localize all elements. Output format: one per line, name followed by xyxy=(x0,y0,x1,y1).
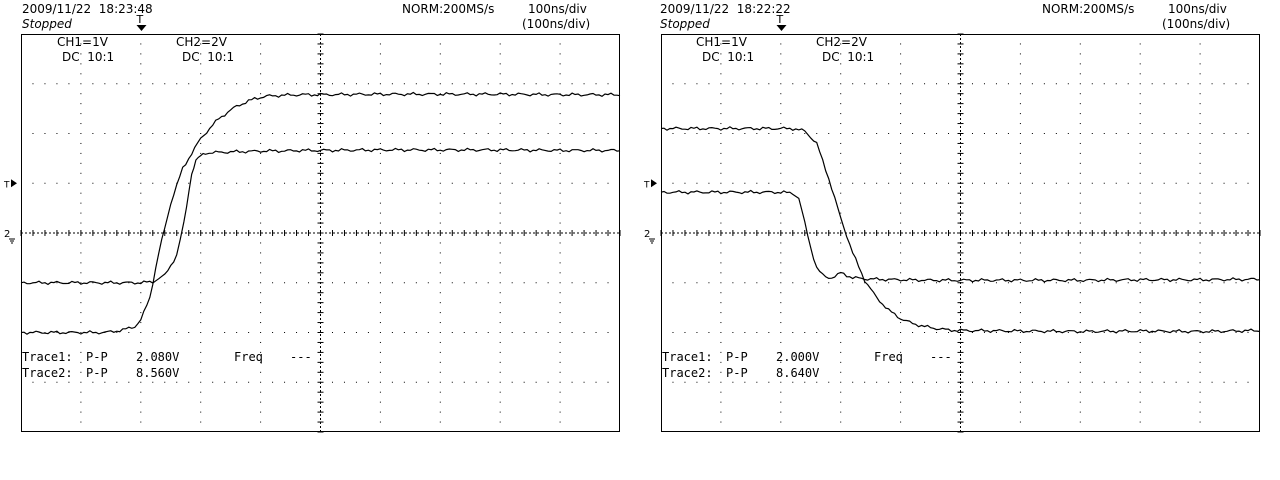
status: Stopped xyxy=(22,17,72,31)
center-axes xyxy=(20,33,621,433)
ch1-scale: CH1=1V xyxy=(696,35,747,49)
trigger-level-marker: T xyxy=(3,180,10,190)
freq-value: --- xyxy=(290,350,312,364)
ground-marker: 2 xyxy=(4,229,10,240)
ch1-coupling: DC 10:1 xyxy=(702,50,755,64)
trace1-value: 2.000V xyxy=(776,350,820,364)
trace1-value: 2.080V xyxy=(136,350,180,364)
trace1-label: Trace1: xyxy=(662,350,713,364)
trace-1 xyxy=(20,147,621,286)
ch1-scale: CH1=1V xyxy=(57,35,108,49)
trace2-value: 8.640V xyxy=(776,366,820,380)
trigger-level-arrow-icon xyxy=(11,179,17,188)
plot-2: T T 2 xyxy=(643,13,1261,433)
scope-screen-2: T T 2 2009/11/22 18:22:22 Stopped NORM:200… xyxy=(640,0,1261,480)
timebase-sub: (100ns/div) xyxy=(522,17,591,31)
trigger-position-marker: T xyxy=(776,13,784,26)
freq-label: Freq xyxy=(874,350,903,364)
acquisition-rate: NORM:200MS/s xyxy=(402,2,495,16)
trace2-type: P-P xyxy=(726,366,748,380)
timebase: 100ns/div xyxy=(1168,2,1227,16)
timebase-sub: (100ns/div) xyxy=(1162,17,1231,31)
acquisition-rate: NORM:200MS/s xyxy=(1042,2,1135,16)
ch1-coupling: DC 10:1 xyxy=(62,50,115,64)
ground-icon xyxy=(649,238,655,244)
trace1-label: Trace1: xyxy=(22,350,73,364)
status: Stopped xyxy=(660,17,710,31)
center-axes xyxy=(660,33,1261,433)
trigger-position-marker: T xyxy=(136,13,144,26)
ground-icon xyxy=(9,238,15,244)
trace-1 xyxy=(660,189,1261,283)
scope-screen-1: T T 2 2009/11/22 18:23:48 Stopped NORM:200… xyxy=(0,0,621,480)
trigger-level-arrow-icon xyxy=(651,179,657,188)
ch2-scale: CH2=2V xyxy=(816,35,867,49)
trace2-type: P-P xyxy=(86,366,108,380)
trace-2 xyxy=(660,126,1261,334)
trace1-type: P-P xyxy=(726,350,748,364)
trigger-arrow-icon xyxy=(136,25,147,31)
ground-marker: 2 xyxy=(644,229,650,240)
ch2-scale: CH2=2V xyxy=(176,35,227,49)
trace2-value: 8.560V xyxy=(136,366,180,380)
trace1-type: P-P xyxy=(86,350,108,364)
plot-1: T T 2 xyxy=(3,13,621,433)
trigger-arrow-icon xyxy=(776,25,787,31)
trigger-level-marker: T xyxy=(643,180,650,190)
trace2-label: Trace2: xyxy=(662,366,713,380)
ch2-coupling: DC 10:1 xyxy=(822,50,875,64)
trace-2 xyxy=(20,91,621,335)
timebase: 100ns/div xyxy=(528,2,587,16)
datetime: 2009/11/22 18:23:48 xyxy=(22,2,153,16)
datetime: 2009/11/22 18:22:22 xyxy=(660,2,791,16)
trace2-label: Trace2: xyxy=(22,366,73,380)
freq-label: Freq xyxy=(234,350,263,364)
ch2-coupling: DC 10:1 xyxy=(182,50,235,64)
freq-value: --- xyxy=(930,350,952,364)
